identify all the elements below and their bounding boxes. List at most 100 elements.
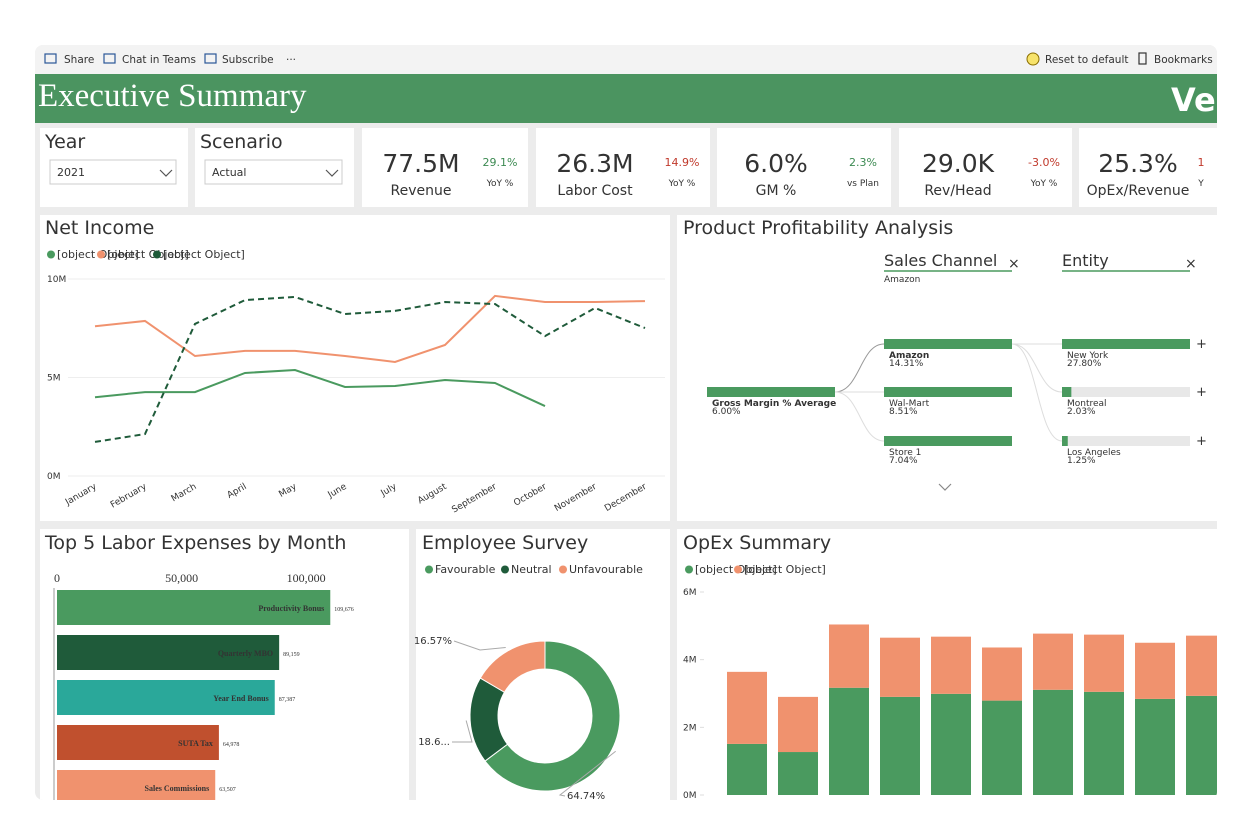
y-tick-label: 5M (47, 374, 61, 384)
bar[interactable] (57, 590, 331, 625)
kpi-card (1079, 128, 1217, 207)
legend-swatch (559, 565, 567, 574)
bar-segment[interactable] (829, 687, 869, 795)
expand-button[interactable]: + (1196, 337, 1207, 352)
node-bar[interactable] (1062, 436, 1068, 446)
panel-title: Top 5 Labor Expenses by Month (44, 532, 346, 554)
legend-swatch (97, 250, 105, 259)
bar[interactable] (57, 635, 280, 670)
node-label: Amazon (889, 351, 929, 361)
bar-segment[interactable] (727, 671, 767, 744)
level-name: Sales Channel (884, 251, 997, 270)
bar-value-label: 89,159 (283, 652, 300, 658)
node-bar[interactable] (1062, 339, 1190, 349)
series-line (94, 369, 546, 407)
kpi-delta: 14.9% (665, 156, 700, 169)
node-bar[interactable] (884, 339, 1012, 349)
dropdown[interactable] (204, 159, 343, 185)
bar-segment[interactable] (829, 624, 869, 688)
y-tick-label: 10M (47, 275, 66, 285)
legend-swatch (734, 565, 742, 574)
bar-segment[interactable] (880, 637, 920, 697)
bar-category-label: Sales Commissions (145, 784, 210, 793)
dropdown-chevron (325, 169, 339, 177)
bar[interactable] (57, 770, 216, 805)
bar[interactable] (57, 680, 275, 715)
toolbar-icon (44, 53, 57, 64)
bar-segment[interactable] (1186, 635, 1226, 696)
expand-button[interactable]: + (1196, 385, 1207, 400)
x-tick-label: 50,000 (165, 571, 198, 585)
reset-button[interactable]: Reset to default (1045, 54, 1129, 66)
connector (834, 343, 885, 393)
scroll-chevron (938, 483, 952, 491)
connector (1011, 343, 1063, 442)
bar-segment[interactable] (778, 752, 818, 795)
net-income-panel (40, 215, 670, 521)
y-tick-label: 0M (47, 472, 61, 482)
leader-line (452, 720, 473, 743)
bar-segment[interactable] (982, 647, 1022, 701)
bar-segment[interactable] (1135, 698, 1175, 795)
panel-title: Net Income (45, 217, 154, 239)
level-close[interactable]: × (1008, 256, 1020, 272)
kpi-label: GM % (756, 183, 797, 199)
kpi-value: 26.3M (556, 149, 633, 178)
node-label: Store 1 (889, 448, 921, 458)
bar-segment[interactable] (982, 700, 1022, 795)
kpi-card (717, 128, 891, 207)
kpi-value: 29.0K (922, 149, 995, 178)
kpi-delta-label: YoY % (668, 179, 696, 189)
kpi-delta-label: vs Plan (847, 179, 879, 189)
x-tick-label: 100,000 (287, 571, 326, 585)
bar-segment[interactable] (1033, 633, 1073, 690)
toolbar-icon (103, 53, 116, 64)
bar-segment[interactable] (727, 743, 767, 795)
bar-segment[interactable] (1084, 634, 1124, 692)
toolbar-icon (204, 53, 217, 64)
donut-slice[interactable] (479, 640, 546, 693)
bar-segment[interactable] (1135, 642, 1175, 699)
bookmarks-button[interactable]: Bookmarks (1154, 54, 1213, 66)
bar-category-label: Quarterly MBO (218, 649, 273, 658)
bar-segment[interactable] (778, 696, 818, 753)
toolbar-button[interactable]: Share (64, 54, 94, 66)
bar-segment[interactable] (1186, 695, 1226, 795)
node-bar[interactable] (1062, 387, 1072, 397)
decomposition-panel (677, 215, 1217, 521)
kpi-delta-label: YoY % (1030, 179, 1058, 189)
dropdown[interactable] (49, 159, 177, 185)
bar-segment[interactable] (880, 696, 920, 795)
bookmark-icon (1138, 52, 1147, 65)
report-title: Executive Summary (38, 78, 307, 114)
slice-label: 64.74% (567, 791, 605, 802)
more-button[interactable]: ··· (286, 54, 296, 66)
connector (1011, 343, 1063, 393)
kpi-value: 25.3% (1098, 149, 1177, 178)
bar-segment[interactable] (1084, 691, 1124, 795)
legend-swatch (501, 565, 509, 574)
node-bar[interactable] (884, 436, 1012, 446)
bar-segment[interactable] (931, 693, 971, 795)
node-value: 2.03% (1067, 407, 1096, 417)
dropdown-value: Actual (212, 166, 246, 179)
slice-label: 18.6... (418, 737, 450, 748)
bar-segment[interactable] (1033, 689, 1073, 795)
node-value: 27.80% (1067, 359, 1102, 369)
bar-segment[interactable] (931, 636, 971, 694)
level-close[interactable]: × (1185, 256, 1197, 272)
panel-title: OpEx Summary (683, 532, 831, 554)
kpi-delta: 2.3% (849, 156, 877, 169)
expand-button[interactable]: + (1196, 434, 1207, 449)
toolbar-button[interactable]: Subscribe (222, 54, 274, 66)
donut-slice[interactable] (484, 640, 621, 792)
y-tick-label: 6M (683, 588, 697, 598)
connector (834, 391, 885, 442)
node-bar[interactable] (884, 387, 1012, 397)
kpi-card (899, 128, 1072, 207)
panel-title: Employee Survey (422, 532, 588, 554)
toolbar-button[interactable]: Chat in Teams (122, 54, 196, 66)
bar[interactable] (57, 725, 219, 760)
kpi-value: 77.5M (382, 149, 459, 178)
